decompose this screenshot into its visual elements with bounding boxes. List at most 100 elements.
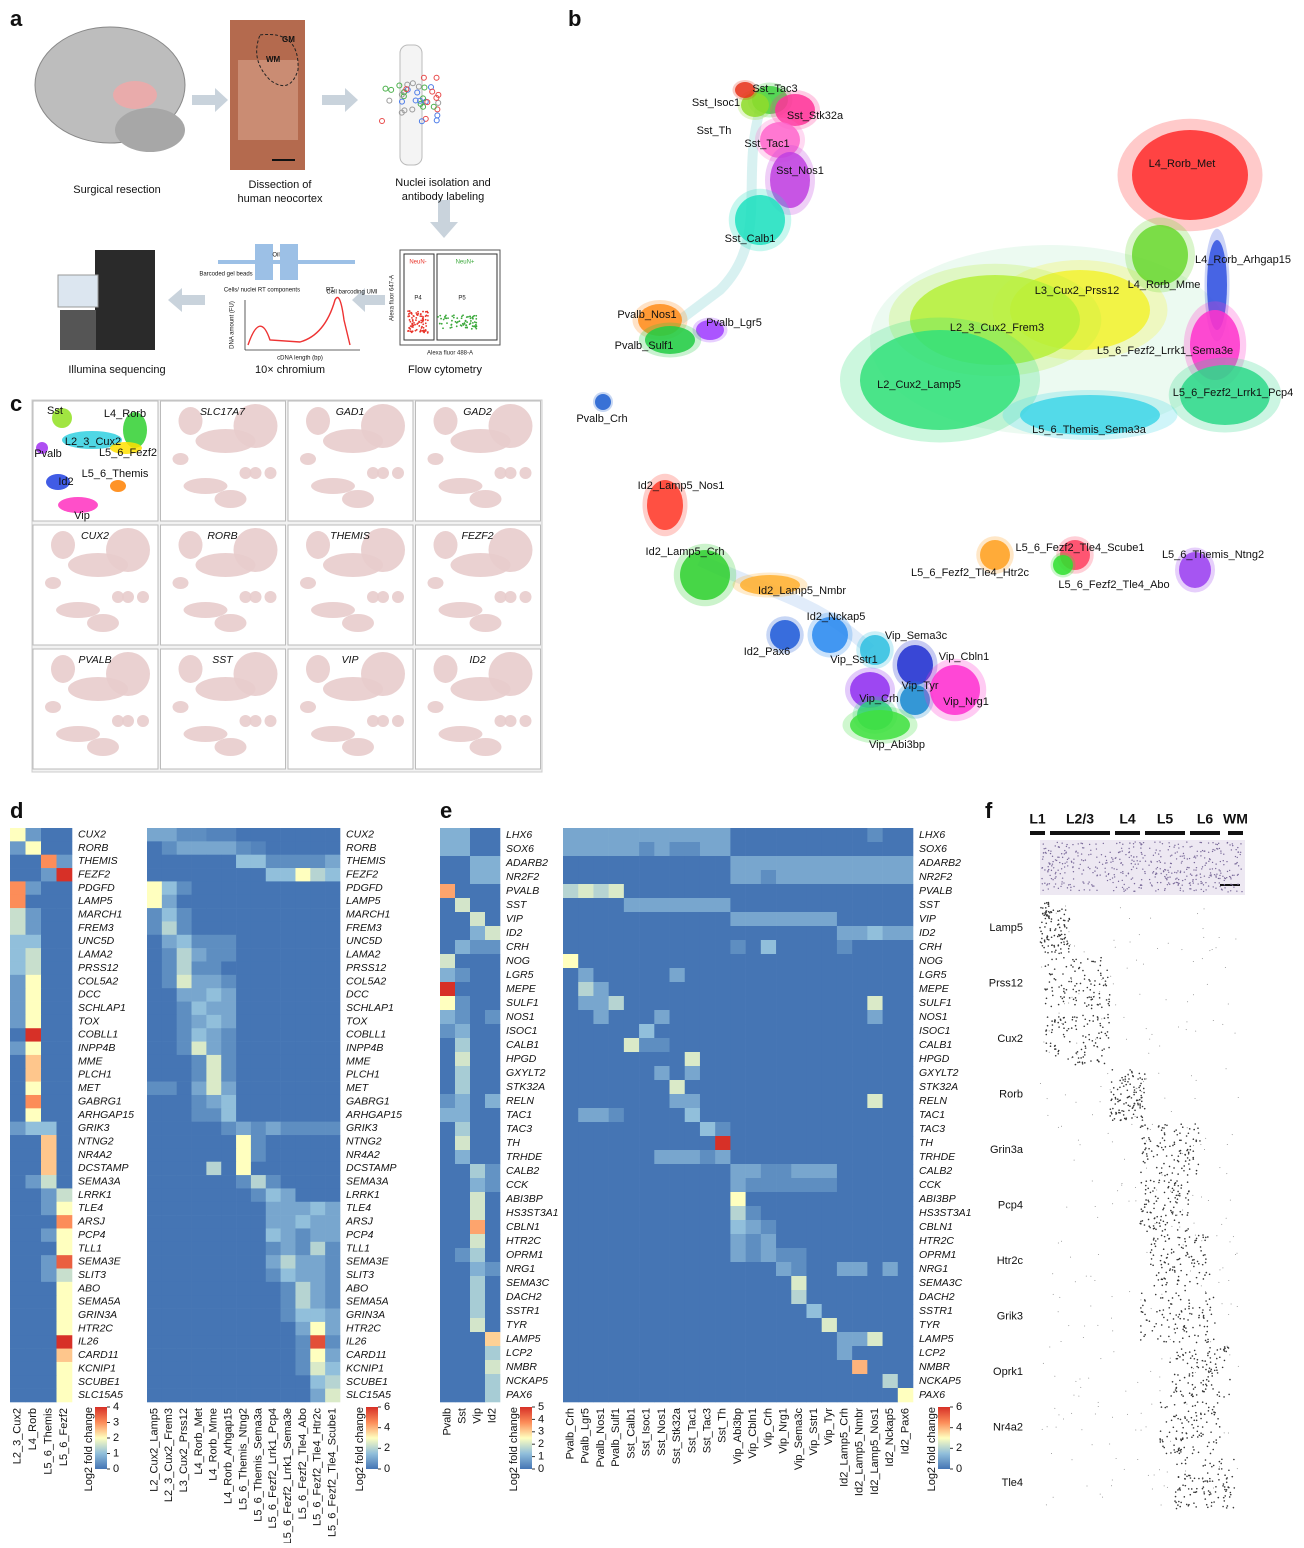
heatmap-cell — [883, 1178, 899, 1192]
heatmap-cell — [295, 895, 310, 909]
heatmap-cell — [325, 1108, 340, 1122]
heatmap-cell — [266, 1122, 281, 1136]
heatmap-cell — [746, 982, 762, 996]
nissl-cell — [1089, 889, 1090, 890]
ish-signal — [1052, 995, 1054, 997]
ish-signal — [1196, 1277, 1198, 1279]
heatmap-cell — [609, 1122, 625, 1136]
ish-signal — [1228, 1280, 1229, 1281]
nissl-cell — [1084, 889, 1085, 890]
overview-label: L5_6_Themis — [82, 468, 149, 480]
heatmap-cell — [761, 1024, 777, 1038]
nissl-cell — [1181, 861, 1182, 862]
ish-signal — [1219, 1436, 1221, 1438]
ish-signal — [1201, 1435, 1203, 1437]
nissl-cell — [1181, 855, 1182, 856]
ish-signal — [1209, 950, 1210, 951]
heatmap-cell — [266, 1175, 281, 1189]
ish-signal — [1200, 1432, 1202, 1434]
heatmap-cell — [715, 982, 731, 996]
heatmap-cell — [776, 1388, 792, 1402]
ish-signal — [1161, 1278, 1162, 1279]
heatmap-cell — [883, 828, 899, 842]
heatmap-cell — [192, 1242, 207, 1256]
heatmap-cell — [822, 1150, 838, 1164]
ish-signal — [1082, 970, 1084, 972]
nissl-cell — [1111, 857, 1112, 858]
nissl-cell — [1171, 855, 1172, 856]
heatmap-cell — [10, 1349, 26, 1363]
heatmap-cell — [310, 868, 325, 882]
heatmap-cell — [295, 961, 310, 975]
heatmap-cell — [310, 975, 325, 989]
nissl-cell — [1134, 841, 1135, 842]
ish-signal — [1068, 948, 1070, 950]
heatmap-cell — [440, 1164, 455, 1178]
event — [409, 319, 411, 321]
nissl-cell — [1200, 877, 1201, 878]
heatmap-cell — [746, 1192, 762, 1206]
heatmap-cell — [715, 1066, 731, 1080]
ish-signal — [1145, 1199, 1147, 1201]
heatmap-cell — [852, 926, 868, 940]
ish-signal — [1197, 1436, 1199, 1438]
heatmap-cell — [654, 1122, 670, 1136]
heatmap-cell — [639, 884, 655, 898]
gene-label: DACH2 — [506, 1291, 542, 1303]
heatmap-cell — [654, 1248, 670, 1262]
heatmap-cell — [639, 1360, 655, 1374]
ish-signal — [1196, 1366, 1198, 1368]
heatmap-cell — [325, 1148, 340, 1162]
heatmap-cell — [310, 1188, 325, 1202]
heatmap-cell — [791, 982, 807, 996]
heatmap-cell — [192, 1042, 207, 1056]
ish-signal — [1127, 1089, 1129, 1091]
heatmap-cell — [730, 1206, 746, 1220]
umap-silhouette — [439, 602, 483, 618]
heatmap-cell — [41, 1349, 57, 1363]
nissl-cell — [1132, 877, 1133, 878]
column-label: L5_6_Fezf2 — [58, 1408, 70, 1466]
nissl-cell — [1196, 855, 1197, 856]
nissl-cell — [1142, 857, 1143, 858]
ish-signal — [1214, 1370, 1216, 1372]
ish-signal — [1192, 1355, 1194, 1357]
heatmap-cell — [206, 1122, 221, 1136]
heatmap-cell — [898, 1094, 914, 1108]
heatmap-cell — [624, 1248, 640, 1262]
heatmap-cell — [867, 1332, 883, 1346]
heatmap-cell — [325, 908, 340, 922]
heatmap-cell — [746, 1108, 762, 1122]
nissl-cell — [1052, 863, 1053, 864]
nissl-cell — [1212, 851, 1213, 852]
nissl-cell — [1043, 852, 1044, 853]
heatmap-cell — [563, 856, 579, 870]
heatmap-cell — [177, 1122, 192, 1136]
nissl-cell — [1110, 862, 1111, 863]
ish-signal — [1186, 1437, 1188, 1439]
ish-signal — [1202, 1488, 1204, 1490]
nissl-cell — [1122, 864, 1123, 865]
ish-signal — [1090, 1306, 1091, 1307]
heatmap-cell — [761, 1234, 777, 1248]
ish-signal — [1135, 1430, 1136, 1431]
heatmap-cell — [578, 898, 594, 912]
ish-signal — [1216, 1423, 1218, 1425]
heatmap-cell — [455, 856, 470, 870]
ish-signal — [1213, 1406, 1215, 1408]
ish-signal — [1198, 1367, 1200, 1369]
heatmap-cell — [236, 841, 251, 855]
heatmap-cell — [470, 1080, 485, 1094]
ish-signal — [1153, 1156, 1155, 1158]
heatmap-cell — [563, 870, 579, 884]
nissl-cell — [1151, 884, 1152, 885]
nissl-cell — [1048, 869, 1049, 870]
ish-signal — [1114, 1118, 1116, 1120]
heatmap-cell — [310, 1349, 325, 1363]
ish-signal — [1222, 1367, 1224, 1369]
heatmap-cell — [700, 1108, 716, 1122]
heatmap-cell — [806, 1080, 822, 1094]
heatmap-cell — [485, 1374, 500, 1388]
ish-signal — [1064, 1036, 1066, 1038]
heatmap-cell — [440, 912, 455, 926]
